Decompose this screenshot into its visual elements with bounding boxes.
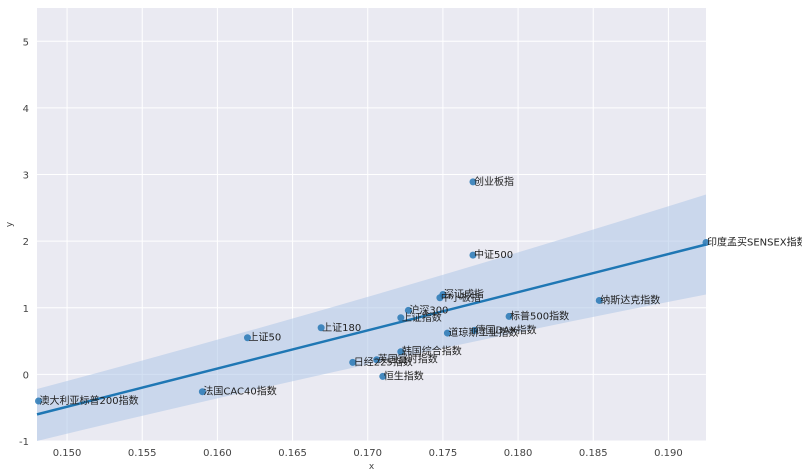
data-point xyxy=(198,388,206,396)
point-label: 中证500 xyxy=(474,248,513,261)
x-tick-label: 0.180 xyxy=(504,448,533,459)
y-tick-label: 2 xyxy=(23,237,29,248)
data-point xyxy=(379,372,387,380)
point-label: 韩国综合指数 xyxy=(402,345,462,358)
data-point xyxy=(317,324,325,332)
y-tick-label: 1 xyxy=(23,304,29,315)
data-point xyxy=(595,296,603,304)
tick-labels: 0.150 0.155 0.160 0.165 0.170 0.175 0.180 0.185… xyxy=(19,37,683,459)
x-tick-label: 0.150 xyxy=(53,448,82,459)
data-point xyxy=(702,238,710,246)
x-tick-label: 0.170 xyxy=(353,448,382,459)
point-label: 标普500指数 xyxy=(510,309,569,322)
y-axis-label: y xyxy=(5,221,15,227)
point-label: 创业板指 xyxy=(474,175,514,188)
regression-line xyxy=(36,243,707,416)
point-label: 上证50 xyxy=(248,332,281,344)
y-tick-label: 3 xyxy=(23,171,29,182)
data-point xyxy=(443,329,451,337)
point-label: 上证指数 xyxy=(402,311,442,324)
x-tick-label: 0.155 xyxy=(128,448,157,459)
point-label: 中小板指 xyxy=(441,291,481,304)
data-points xyxy=(35,178,710,405)
point-label: 法国CAC40指数 xyxy=(203,385,276,398)
data-point xyxy=(35,397,43,405)
data-point xyxy=(469,251,477,259)
data-point xyxy=(397,348,405,356)
point-label: 英国富时指数 xyxy=(378,353,438,366)
point-label: 恒生指数 xyxy=(384,369,424,382)
data-point xyxy=(436,294,444,302)
point-label: 深证成指 xyxy=(444,287,484,300)
point-label: 日经225指数 xyxy=(354,355,413,368)
confidence-band-area xyxy=(37,194,706,441)
point-label: 印度孟买SENSEX指数 xyxy=(707,235,802,248)
point-label: 上证180 xyxy=(322,322,361,334)
point-label: 澳大利亚标普200指数 xyxy=(40,394,139,407)
y-tick-label: 4 xyxy=(23,104,29,115)
data-point xyxy=(373,356,381,364)
point-label: 道琼斯工业指数 xyxy=(448,326,518,339)
y-tick-label: 5 xyxy=(23,37,29,48)
data-point xyxy=(470,326,478,334)
data-point xyxy=(397,314,405,322)
data-point xyxy=(469,178,477,186)
x-tick-label: 0.165 xyxy=(278,448,307,459)
confidence-band xyxy=(37,194,706,441)
data-point xyxy=(243,334,251,342)
regression-line-path xyxy=(36,243,707,416)
x-tick-label: 0.160 xyxy=(203,448,232,459)
data-point xyxy=(505,312,513,320)
y-tick-label: 0 xyxy=(23,370,29,381)
point-label: 德国DAX指数 xyxy=(475,323,536,336)
point-label: 沪深300 xyxy=(409,303,448,316)
x-tick-label: 0.190 xyxy=(654,448,683,459)
y-tick-label: -1 xyxy=(19,437,29,448)
grid xyxy=(37,8,706,442)
data-point xyxy=(349,358,357,366)
x-axis-label: x xyxy=(369,462,375,472)
data-point xyxy=(404,306,412,314)
x-tick-label: 0.175 xyxy=(429,448,458,459)
point-label: 纳斯达克指数 xyxy=(600,293,660,306)
x-tick-label: 0.185 xyxy=(579,448,608,459)
